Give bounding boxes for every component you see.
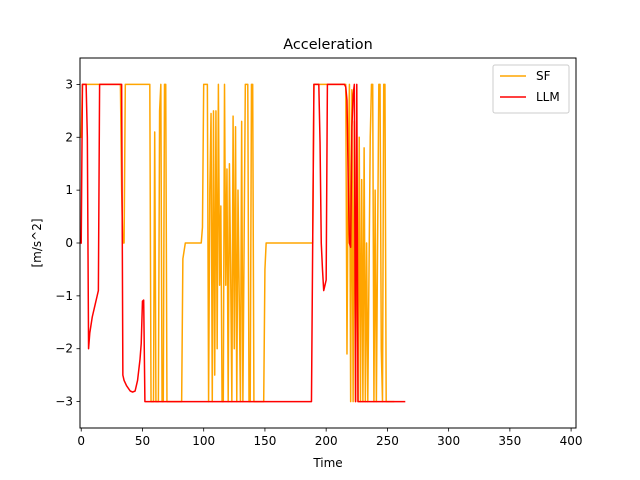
x-axis-label: Time <box>312 456 342 470</box>
series-line-llm <box>80 83 406 403</box>
x-tick-label: 250 <box>376 434 399 448</box>
y-axis-ticks: −3 −2 −1 0 1 2 3 <box>55 77 80 409</box>
x-tick-label: 350 <box>498 434 521 448</box>
y-tick-label: −1 <box>55 289 73 303</box>
x-tick-label: 50 <box>135 434 150 448</box>
y-tick-label: −2 <box>55 342 73 356</box>
y-axis-label: [m/s^2] <box>30 218 44 267</box>
x-tick-label: 200 <box>315 434 338 448</box>
y-tick-label: 1 <box>65 183 73 197</box>
y-tick-label: −3 <box>55 395 73 409</box>
series-layer <box>80 83 406 403</box>
x-tick-label: 150 <box>253 434 276 448</box>
legend-box <box>492 64 570 114</box>
x-tick-label: 300 <box>437 434 460 448</box>
x-tick-label: 0 <box>77 434 85 448</box>
x-tick-label: 400 <box>560 434 583 448</box>
x-axis-ticks: 0 50 100 150 200 250 300 350 400 <box>77 428 583 448</box>
y-tick-label: 0 <box>65 236 73 250</box>
legend-label-sf: SF <box>536 69 551 83</box>
x-tick-label: 100 <box>192 434 215 448</box>
legend-label-llm: LLM <box>536 90 560 104</box>
y-tick-label: 2 <box>65 130 73 144</box>
chart-title: Acceleration <box>283 37 372 53</box>
y-tick-label: 3 <box>65 77 73 91</box>
legend: SF LLM <box>492 64 570 114</box>
